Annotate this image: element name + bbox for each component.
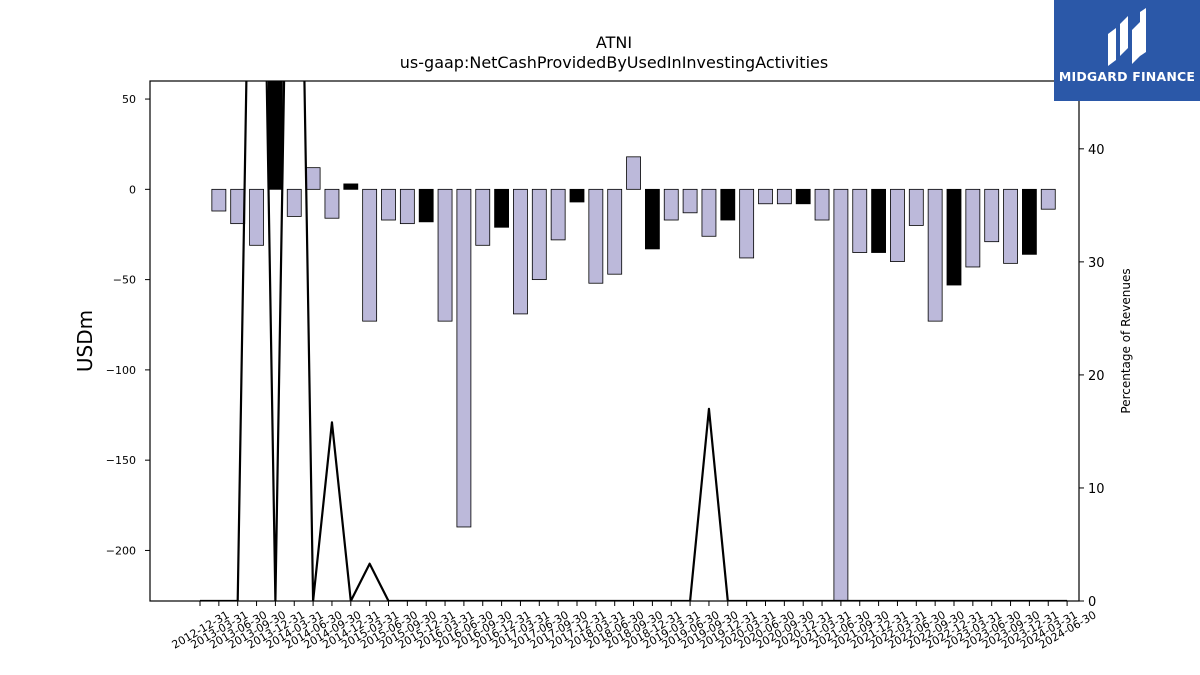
bar-2015-03-31 <box>362 188 378 322</box>
y-tick-label: 50 <box>122 93 136 106</box>
bar-2020-09-30 <box>776 188 792 205</box>
bar-2019-12-31 <box>720 188 736 221</box>
bar-2015-09-30 <box>399 188 415 225</box>
y2-tick-label: 40 <box>1088 143 1105 158</box>
bar-2013-06-30 <box>230 188 246 225</box>
bar-2014-12-31 <box>343 183 359 190</box>
bar-2021-06-30 <box>833 188 849 601</box>
y-tick-label: −200 <box>106 544 136 557</box>
bar-2018-03-31 <box>588 188 604 284</box>
y2-axis-label: Percentage of Revenues <box>1119 268 1133 413</box>
bar-2022-12-31 <box>946 188 962 286</box>
bar-2021-03-31 <box>814 188 830 221</box>
logo-text: MIDGARD FINANCE <box>1058 69 1196 84</box>
bar-2018-12-31 <box>645 188 660 250</box>
y2-tick-label: 10 <box>1088 482 1105 497</box>
bar-2023-03-31 <box>965 188 981 268</box>
bar-2017-06-30 <box>531 188 547 281</box>
bar-2014-03-31 <box>286 188 302 217</box>
bar-2024-03-31 <box>1040 188 1056 210</box>
bar-2019-09-30 <box>701 188 717 237</box>
bar-2015-12-31 <box>418 188 434 223</box>
bar-2013-03-31 <box>211 188 227 212</box>
bar-2016-06-30 <box>456 188 472 528</box>
bar-2023-12-31 <box>1022 188 1037 255</box>
y-tick-label: −150 <box>106 454 136 467</box>
bar-2018-06-30 <box>607 188 623 275</box>
bar-2021-12-31 <box>871 188 886 253</box>
y-tick-label: −50 <box>113 274 136 287</box>
y2-tick-label: 0 <box>1088 595 1096 610</box>
bar-2022-03-31 <box>890 188 905 262</box>
y2-tick-label: 30 <box>1088 256 1105 271</box>
bar-2023-06-30 <box>984 188 1000 243</box>
y2-tick-label: 20 <box>1088 369 1105 384</box>
bar-2020-03-31 <box>739 188 755 259</box>
y-tick-label: 0 <box>129 183 136 196</box>
bar-2016-12-31 <box>494 188 510 228</box>
percentage-line <box>200 81 1068 601</box>
bar-2013-12-31 <box>267 81 283 190</box>
bar-2016-09-30 <box>475 188 491 246</box>
bar-2014-09-30 <box>324 188 340 219</box>
bar-2013-09-30 <box>249 188 264 246</box>
bar-2022-09-30 <box>927 188 943 322</box>
bar-2020-06-30 <box>758 188 773 205</box>
bar-2017-03-31 <box>513 188 528 315</box>
percentage-line-series <box>200 81 1068 601</box>
brand-logo: MIDGARD FINANCE <box>1054 0 1200 101</box>
y-tick-label: −100 <box>106 364 136 377</box>
chart-subtitle: us-gaap:NetCashProvidedByUsedInInvesting… <box>400 53 828 72</box>
bar-2017-09-30 <box>550 188 566 241</box>
bar-2015-06-30 <box>381 188 396 221</box>
chart-title: ATNI <box>596 33 632 52</box>
bar-2020-12-31 <box>795 188 811 205</box>
bar-2014-06-30 <box>305 167 321 190</box>
axes: 500−50−100−150−2000102030402012-12-31201… <box>106 80 1105 652</box>
logo-mark-icon <box>1108 8 1146 66</box>
bar-2019-03-31 <box>663 188 679 221</box>
bar-2016-03-31 <box>437 188 453 322</box>
bar-2021-09-30 <box>852 188 868 253</box>
bar-2022-06-30 <box>908 188 924 226</box>
bar-2019-06-30 <box>682 188 698 214</box>
bar-2023-09-30 <box>1003 188 1018 264</box>
y-axis-label: USDm <box>73 310 97 372</box>
bar-2018-09-30 <box>626 156 641 190</box>
bar-2017-12-31 <box>569 188 585 203</box>
plot-frame <box>149 80 1080 602</box>
bar-series <box>211 81 1056 601</box>
